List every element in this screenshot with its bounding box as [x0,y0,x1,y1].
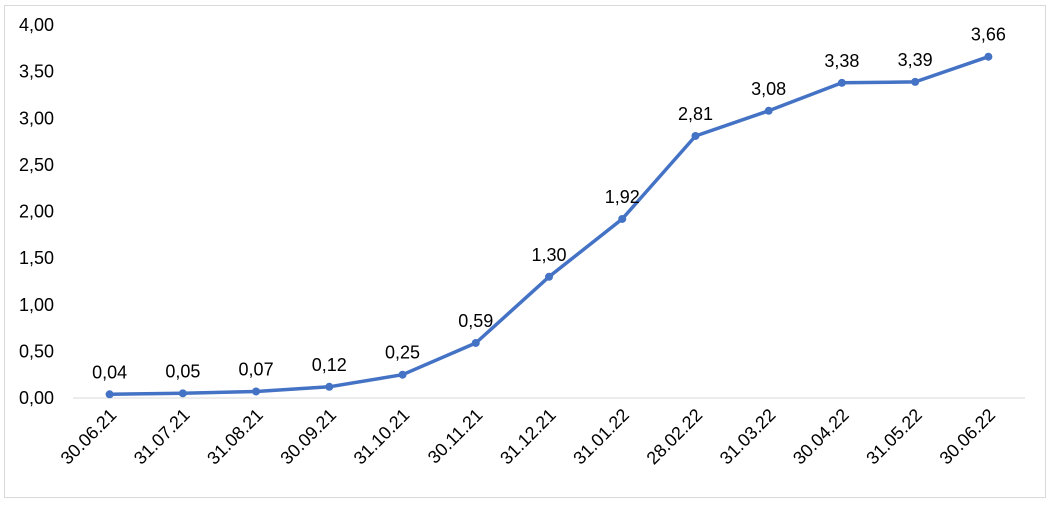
y-tick-label: 2,50 [19,155,54,175]
x-tick-label: 30.11.21 [424,405,487,468]
data-label: 3,38 [824,51,859,71]
data-point [691,131,700,140]
data-label: 0,07 [239,359,274,379]
data-label: 3,39 [898,50,933,70]
data-label: 0,05 [165,361,200,381]
x-tick-label: 30.06.21 [57,405,121,469]
y-tick-label: 3,50 [19,62,54,82]
data-label: 0,12 [312,355,347,375]
series-line [107,54,991,397]
data-point [398,370,407,379]
data-label: 3,66 [971,25,1006,45]
chart-frame [4,5,1046,498]
data-label: 1,92 [605,187,640,207]
data-point [764,106,773,115]
data-point [984,52,993,61]
data-point [618,214,627,223]
y-tick-label: 0,00 [19,388,54,408]
data-label: 0,04 [92,362,127,382]
y-tick-label: 1,00 [19,295,54,315]
data-point [105,390,114,399]
x-tick-label: 31.07.21 [130,405,194,469]
x-tick-label: 30.06.22 [936,405,1000,469]
y-tick-label: 4,00 [19,15,54,35]
x-tick-label: 30.04.22 [789,405,853,469]
y-tick-label: 2,00 [19,202,54,222]
data-label: 2,81 [678,104,713,124]
y-tick-label: 0,50 [19,341,54,361]
data-point [325,382,334,391]
data-label: 3,08 [751,79,786,99]
x-tick-label: 31.03.22 [716,405,780,469]
y-tick-label: 3,00 [19,108,54,128]
data-point [911,77,920,86]
data-label: 0,59 [458,311,493,331]
data-label: 1,30 [531,245,566,265]
x-tick-label: 30.09.21 [276,405,340,469]
data-label: 0,25 [385,343,420,363]
x-tick-label: 31.10.21 [350,405,414,469]
x-tick-label: 31.01.22 [569,405,633,469]
x-tick-label: 31.12.21 [496,405,560,469]
data-point [471,338,480,347]
x-tick-label: 31.05.22 [862,405,926,469]
data-point [545,272,553,281]
data-point [178,389,187,398]
y-tick-label: 1,50 [19,248,54,268]
data-point [252,387,261,396]
x-tick-label: 31.08.21 [203,405,267,469]
data-point [837,78,846,87]
x-tick-label: 28.02.22 [643,405,707,469]
